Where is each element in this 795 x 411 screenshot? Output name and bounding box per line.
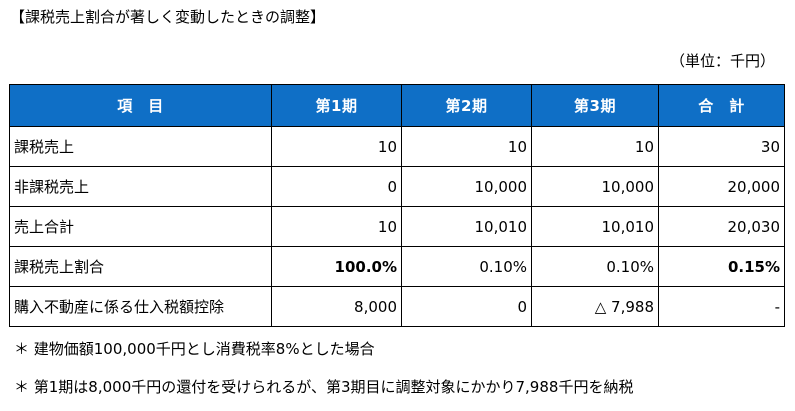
cell-value: 8,000	[271, 286, 402, 327]
cell-value: 0	[271, 166, 402, 207]
unit-label: （単位：千円）	[669, 52, 775, 70]
cell-value: 0.10%	[531, 246, 659, 287]
row-label: 売上合計	[9, 206, 272, 247]
adjustment-table: 項 目 第1期 第2期 第3期 合 計 課税売上 10 10 10 30 非課税…	[9, 84, 785, 327]
cell-value: 30	[658, 126, 785, 167]
cell-value: 10	[271, 206, 402, 247]
cell-value: 0.10%	[401, 246, 532, 287]
cell-value: 20,030	[658, 206, 785, 247]
cell-value: △ 7,988	[531, 286, 659, 327]
cell-value: 10,010	[531, 206, 659, 247]
header-period-3: 第3期	[531, 84, 659, 127]
cell-value: 10,000	[401, 166, 532, 207]
cell-value: -	[658, 286, 785, 327]
table-row: 売上合計 10 10,010 10,010 20,030	[9, 206, 785, 247]
cell-value: 0	[401, 286, 532, 327]
table-row: 課税売上 10 10 10 30	[9, 126, 785, 167]
cell-value: 10	[401, 126, 532, 167]
cell-value: 10,010	[401, 206, 532, 247]
document-title: 【課税売上割合が著しく変動したときの調整】	[10, 8, 326, 26]
row-label: 課税売上	[9, 126, 272, 167]
footnote-refund-adjustment: ＊ 第1期は8,000千円の還付を受けられるが、第3期目に調整対象にかかり7,9…	[14, 378, 634, 396]
table-row: 課税売上割合 100.0% 0.10% 0.10% 0.15%	[9, 246, 785, 287]
cell-value: 100.0%	[271, 246, 402, 287]
footnote-building-price: ＊ 建物価額100,000千円とし消費税率8%とした場合	[14, 340, 375, 358]
row-label: 非課税売上	[9, 166, 272, 207]
cell-value: 0.15%	[658, 246, 785, 287]
row-label: 課税売上割合	[9, 246, 272, 287]
cell-value: 10,000	[531, 166, 659, 207]
cell-value: 10	[271, 126, 402, 167]
header-total: 合 計	[658, 84, 785, 127]
table-row: 購入不動産に係る仕入税額控除 8,000 0 △ 7,988 -	[9, 286, 785, 327]
table-header-row: 項 目 第1期 第2期 第3期 合 計	[9, 84, 785, 127]
row-label: 購入不動産に係る仕入税額控除	[9, 286, 272, 327]
header-item: 項 目	[9, 84, 272, 127]
header-period-2: 第2期	[401, 84, 532, 127]
cell-value: 20,000	[658, 166, 785, 207]
header-period-1: 第1期	[271, 84, 402, 127]
cell-value: 10	[531, 126, 659, 167]
table-row: 非課税売上 0 10,000 10,000 20,000	[9, 166, 785, 207]
